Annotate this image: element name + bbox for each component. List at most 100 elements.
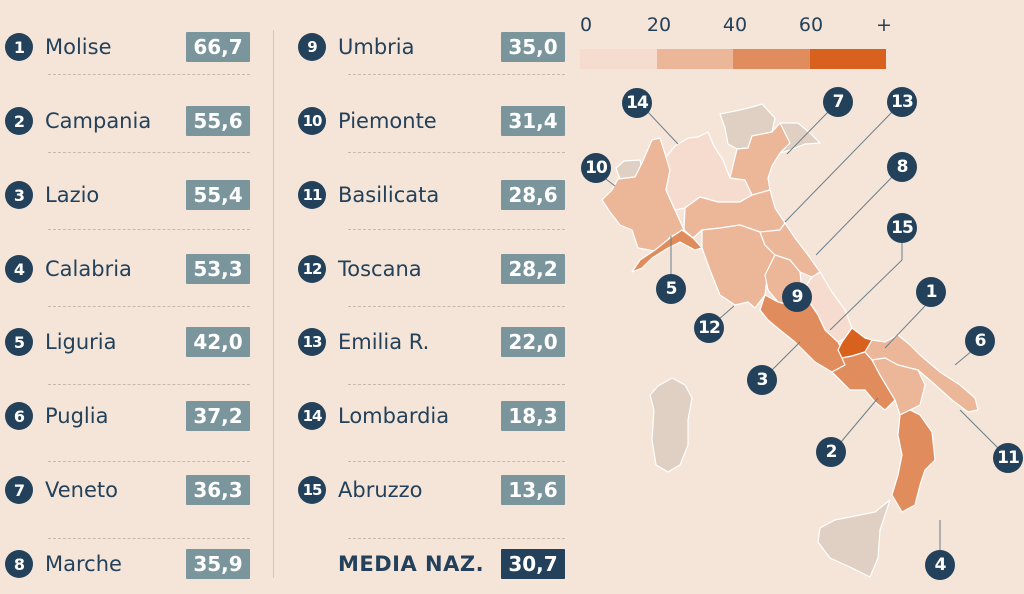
map-pin-6: 6 [965, 326, 995, 356]
map-pin-1: 1 [916, 277, 946, 307]
rank-badge: 5 [5, 328, 33, 356]
divider [48, 152, 250, 153]
divider [348, 538, 565, 539]
rank-badge: 1 [5, 33, 33, 61]
list-item: 5 Liguria 42,0 [0, 322, 250, 362]
value-box: 42,0 [186, 327, 250, 357]
national-average-label: MEDIA NAZ. [338, 552, 485, 576]
divider [348, 152, 565, 153]
region-name: Emilia R. [338, 330, 430, 354]
rank-badge: 15 [298, 476, 326, 504]
value-box: 28,2 [501, 254, 565, 284]
value-box: 22,0 [501, 327, 565, 357]
map-pin-2: 2 [816, 437, 846, 467]
map-pin-13: 13 [887, 87, 917, 117]
divider [348, 229, 565, 230]
value-box: 36,3 [186, 475, 250, 505]
region-name: Veneto [45, 478, 118, 502]
list-item: 9 Umbria 35,0 [290, 27, 565, 67]
region-sicilia [817, 499, 891, 578]
rank-badge: 14 [298, 402, 326, 430]
column-divider [273, 30, 274, 578]
region-name: Lazio [45, 183, 100, 207]
rank-badge: 3 [5, 181, 33, 209]
region-name: Lombardia [338, 404, 450, 428]
map-pin-7: 7 [823, 87, 853, 117]
italy-map: 14 10 7 13 8 15 5 9 1 12 6 3 2 11 4 [580, 80, 1024, 594]
list-item: 14 Lombardia 18,3 [290, 396, 565, 436]
legend-tick: + [876, 14, 892, 36]
legend-tick: 20 [646, 14, 672, 36]
list-item: 15 Abruzzo 13,6 [290, 470, 565, 510]
value-box: 31,4 [501, 106, 565, 136]
list-item: 1 Molise 66,7 [0, 27, 250, 67]
list-item: 10 Piemonte 31,4 [290, 101, 565, 141]
region-name: Umbria [338, 35, 415, 59]
region-name: Puglia [45, 404, 109, 428]
list-item: 3 Lazio 55,4 [0, 175, 250, 215]
region-name: Campania [45, 109, 152, 133]
rank-badge: 11 [298, 181, 326, 209]
divider [48, 74, 250, 75]
value-box: 18,3 [501, 401, 565, 431]
rank-badge: 4 [5, 255, 33, 283]
value-box: 37,2 [186, 401, 250, 431]
map-pin-11: 11 [993, 443, 1023, 473]
region-calabria [891, 409, 936, 513]
value-box: 35,0 [501, 32, 565, 62]
map-pin-12: 12 [694, 313, 724, 343]
legend-swatch-20-40 [657, 49, 733, 69]
rank-badge: 10 [298, 107, 326, 135]
map-svg [601, 103, 999, 578]
list-item: 4 Calabria 53,3 [0, 249, 250, 289]
legend-tick: 40 [722, 14, 748, 36]
divider [48, 461, 250, 462]
region-name: Calabria [45, 257, 132, 281]
map-pin-5: 5 [656, 274, 686, 304]
region-name: Molise [45, 35, 112, 59]
national-average-row: MEDIA NAZ. 30,7 [290, 544, 565, 584]
region-name: Liguria [45, 330, 117, 354]
divider [48, 229, 250, 230]
value-box: 35,9 [186, 549, 250, 579]
divider [348, 74, 565, 75]
list-item: 12 Toscana 28,2 [290, 249, 565, 289]
list-item: 13 Emilia R. 22,0 [290, 322, 565, 362]
region-name: Abruzzo [338, 478, 423, 502]
map-pin-14: 14 [622, 88, 652, 118]
rank-badge: 8 [5, 550, 33, 578]
region-name: Marche [45, 552, 122, 576]
map-pin-10: 10 [581, 153, 611, 183]
divider [48, 306, 250, 307]
map-pin-9: 9 [782, 282, 812, 312]
divider [348, 306, 565, 307]
rank-badge: 13 [298, 328, 326, 356]
value-box: 66,7 [186, 32, 250, 62]
value-box: 55,4 [186, 180, 250, 210]
list-item: 6 Puglia 37,2 [0, 396, 250, 436]
legend-swatch-40-60 [733, 49, 810, 69]
region-friuli [779, 122, 821, 154]
rank-badge: 2 [5, 107, 33, 135]
list-item: 11 Basilicata 28,6 [290, 175, 565, 215]
national-average-value: 30,7 [501, 549, 565, 579]
region-sardegna [649, 377, 693, 473]
list-item: 2 Campania 55,6 [0, 101, 250, 141]
divider [48, 384, 250, 385]
map-pin-8: 8 [887, 152, 917, 182]
divider [348, 461, 565, 462]
divider [348, 384, 565, 385]
map-pin-15: 15 [887, 213, 917, 243]
rank-badge: 12 [298, 255, 326, 283]
list-item: 8 Marche 35,9 [0, 544, 250, 584]
map-pin-3: 3 [747, 365, 777, 395]
legend-swatch-60-plus [810, 49, 886, 69]
value-box: 55,6 [186, 106, 250, 136]
map-pin-4: 4 [925, 550, 955, 580]
color-legend: 0 20 40 60 + [578, 12, 892, 69]
rank-badge: 7 [5, 476, 33, 504]
region-name: Toscana [338, 257, 422, 281]
legend-tick: 0 [579, 14, 593, 36]
region-name: Piemonte [338, 109, 437, 133]
region-name: Basilicata [338, 183, 440, 207]
